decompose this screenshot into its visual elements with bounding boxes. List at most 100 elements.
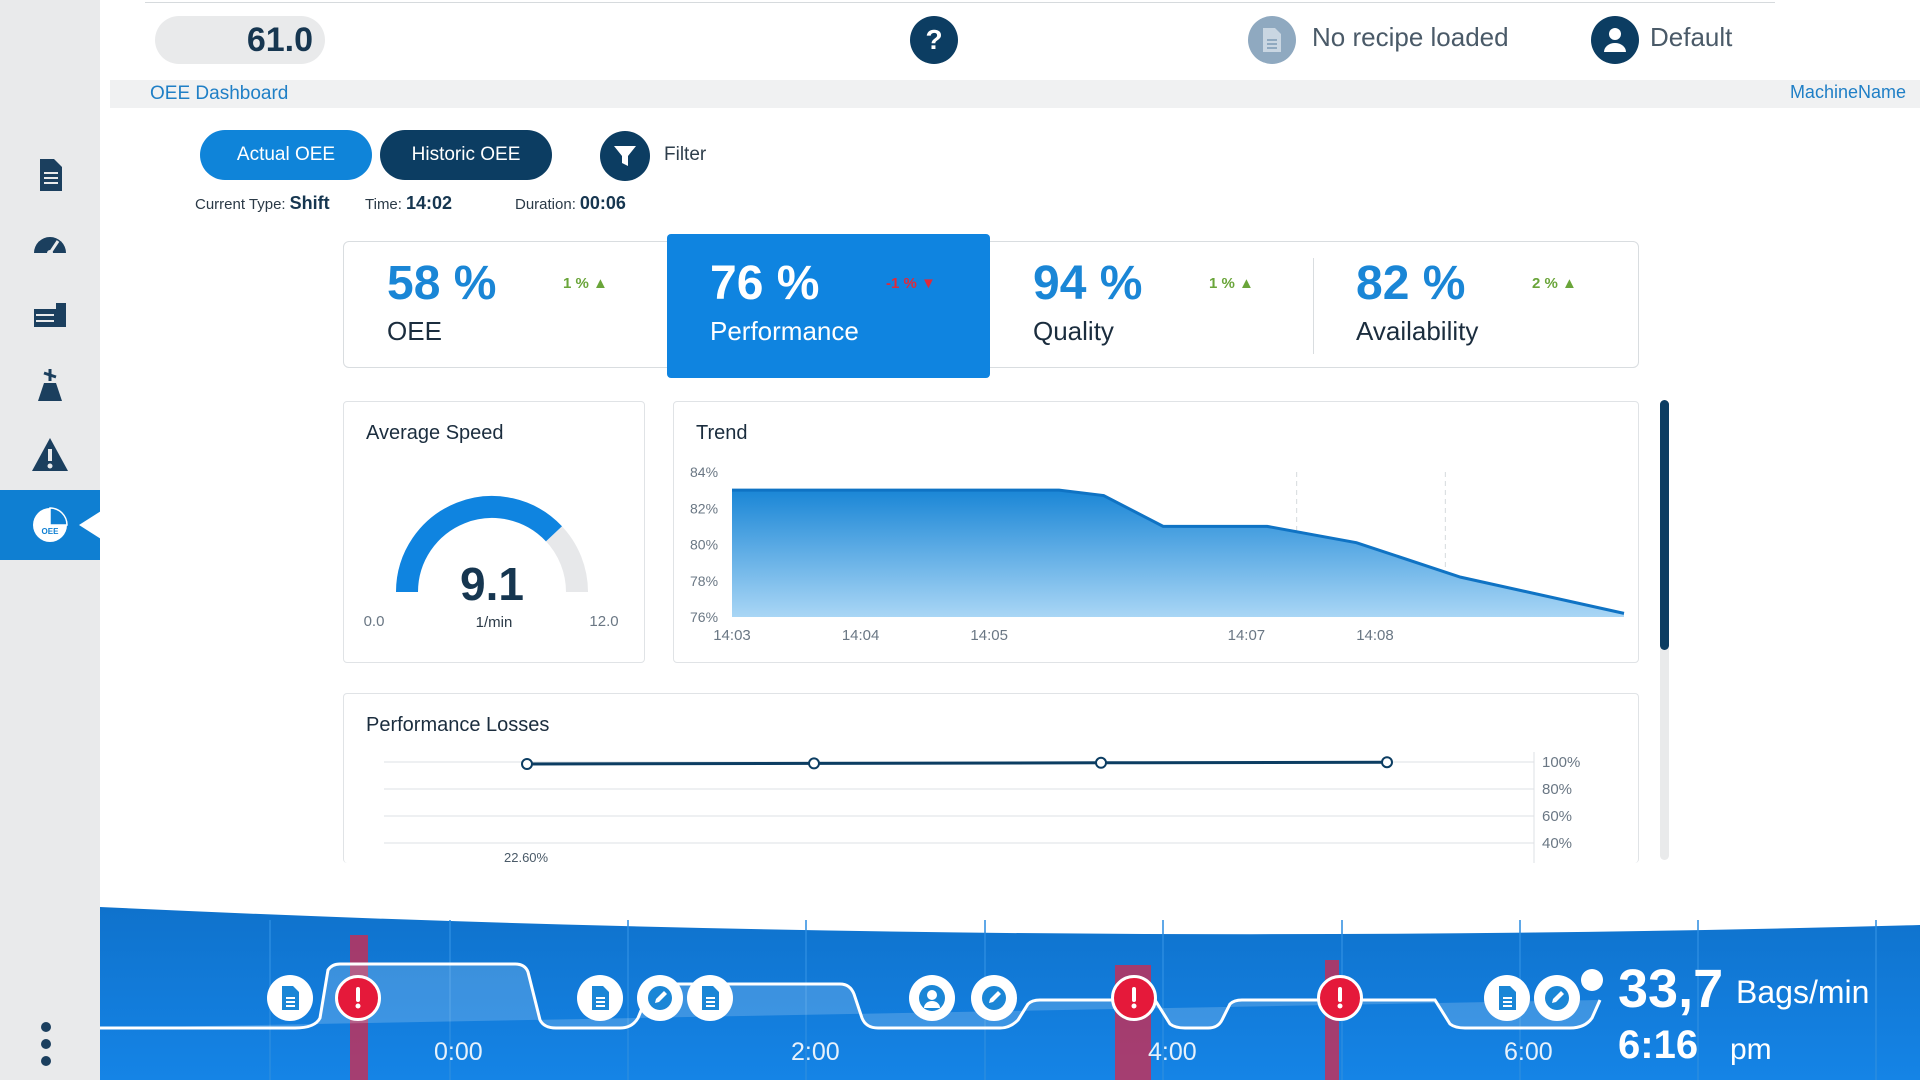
- trend-y-tick: 78%: [690, 573, 718, 589]
- sidebar: OEE: [0, 0, 101, 1080]
- sidebar-item-documents[interactable]: [0, 140, 100, 210]
- sidebar-item-machine[interactable]: [0, 280, 100, 350]
- user-icon[interactable]: [1591, 16, 1639, 64]
- clock-ampm: pm: [1730, 1033, 1772, 1066]
- panel-title: Average Speed: [366, 422, 504, 444]
- actual-oee-button[interactable]: Actual OEE: [200, 130, 372, 180]
- trend-x-tick: 14:08: [1356, 627, 1394, 644]
- panel-title: Performance Losses: [366, 714, 550, 736]
- alert-event-icon[interactable]: [335, 975, 381, 1021]
- losses-point[interactable]: [521, 758, 533, 770]
- recipe-status[interactable]: No recipe loaded: [1312, 22, 1509, 52]
- document-icon: [40, 159, 62, 191]
- gauge-max: 12.0: [589, 613, 618, 630]
- kpi-label: OEE: [387, 316, 442, 346]
- gauge-min: 0.0: [364, 613, 385, 630]
- gauge-unit: 1/min: [476, 614, 513, 631]
- document-event-icon[interactable]: [1484, 975, 1530, 1021]
- page-title: OEE Dashboard: [150, 83, 289, 104]
- kpi-card-availability[interactable]: 82 % Availability 2 % ▲: [1313, 242, 1636, 369]
- duration-label: Duration:: [515, 196, 576, 213]
- trend-y-tick: 84%: [690, 464, 718, 480]
- time-label-2: 4:00: [1148, 1038, 1197, 1066]
- production-rate-value: 33,7: [1618, 959, 1724, 1019]
- trend-chart: 84% 82% 80% 78% 76% 14:03 14:04 14:05 14:07 14:08: [690, 464, 1625, 644]
- average-speed-panel: Average Speed 9.1 1/min 0.0 12.0: [343, 401, 645, 663]
- clock-time: 6:16: [1618, 1023, 1699, 1067]
- losses-y-tick: 40%: [1542, 835, 1572, 852]
- timeline-speed-line: [100, 962, 1602, 1030]
- alert-event-icon[interactable]: [1317, 975, 1363, 1021]
- top-divider: [145, 2, 1775, 3]
- losses-annotation: 22.60%: [504, 850, 549, 863]
- losses-point[interactable]: [808, 757, 820, 770]
- panel-title: Trend: [696, 422, 748, 444]
- recipe-icon[interactable]: [1248, 16, 1296, 64]
- kpi-value: 82 %: [1356, 257, 1466, 310]
- losses-point[interactable]: [1095, 756, 1107, 769]
- kpi-value: 58 %: [387, 257, 497, 310]
- machine-icon: [34, 303, 66, 327]
- duration-value: 00:06: [579, 193, 626, 213]
- warning-icon: [32, 438, 68, 471]
- kpi-delta: 1 % ▲: [1209, 275, 1254, 292]
- scrollbar-thumb[interactable]: [1660, 400, 1669, 650]
- kpi-row: 58 % OEE 1 % ▲ 76 % Performance -1 % ▼ 9…: [343, 234, 1639, 378]
- kpi-delta: 1 % ▲: [563, 275, 608, 292]
- trend-y-tick: 82%: [690, 500, 718, 516]
- trend-up-icon: ▲: [1239, 275, 1254, 292]
- kpi-delta: 2 % ▲: [1532, 275, 1577, 292]
- time-value: 14:02: [405, 193, 452, 213]
- kpi-card-quality[interactable]: 94 % Quality 1 % ▲: [990, 242, 1313, 369]
- edit-event-icon[interactable]: [971, 975, 1017, 1021]
- timeline-now-marker: [1581, 969, 1603, 991]
- kpi-card-performance[interactable]: 76 % Performance -1 % ▼: [667, 234, 990, 378]
- oee-icon-label: OEE: [42, 527, 60, 536]
- kpi-delta-value: -1 %: [886, 275, 917, 292]
- historic-oee-button[interactable]: Historic OEE: [380, 130, 552, 180]
- help-button[interactable]: ?: [910, 16, 958, 64]
- performance-losses-panel: Performance Losses 100% 80% 60% 40% 22.60%: [343, 693, 1639, 863]
- kpi-label: Performance: [710, 316, 859, 346]
- speed-gauge: 9.1 1/min 0.0 12.0: [364, 496, 619, 631]
- performance-losses-chart: 100% 80% 60% 40% 22.60%: [384, 752, 1580, 863]
- document-event-icon[interactable]: [267, 975, 313, 1021]
- trend-x-tick: 14:04: [842, 627, 880, 644]
- losses-y-tick: 80%: [1542, 781, 1572, 798]
- losses-point[interactable]: [1381, 756, 1393, 769]
- user-name[interactable]: Default: [1650, 22, 1733, 52]
- filter-icon[interactable]: [600, 131, 650, 181]
- sidebar-item-oee[interactable]: OEE: [0, 490, 101, 560]
- kpi-divider: [1313, 258, 1314, 354]
- edit-event-icon[interactable]: [637, 975, 683, 1021]
- sidebar-item-alarms[interactable]: [0, 420, 100, 490]
- alert-event-icon[interactable]: [1111, 975, 1157, 1021]
- current-type-label: Current Type:: [195, 196, 286, 213]
- document-event-icon[interactable]: [687, 975, 733, 1021]
- kpi-label: Availability: [1356, 316, 1479, 346]
- sidebar-item-tools[interactable]: [0, 350, 100, 420]
- current-duration: Duration: 00:06: [515, 193, 626, 214]
- kpi-delta: -1 % ▼: [886, 275, 936, 292]
- trend-area: [732, 490, 1624, 617]
- current-type-value: Shift: [289, 193, 330, 213]
- user-event-icon[interactable]: [909, 975, 955, 1021]
- kpi-value: 76 %: [710, 257, 820, 310]
- trend-up-icon: ▲: [1562, 275, 1577, 292]
- kpi-card-oee[interactable]: 58 % OEE 1 % ▲: [344, 242, 667, 369]
- kpi-value: 94 %: [1033, 257, 1143, 310]
- trend-line: [732, 488, 1625, 615]
- filter-label[interactable]: Filter: [664, 144, 707, 165]
- current-type: Current Type: Shift: [195, 193, 330, 214]
- trend-x-tick: 14:05: [970, 627, 1008, 644]
- kpi-delta-value: 2 %: [1532, 275, 1558, 292]
- gauge-icon: [34, 237, 66, 256]
- kpi-label: Quality: [1033, 316, 1114, 346]
- losses-line: [526, 760, 1388, 766]
- more-menu-button[interactable]: [34, 1022, 58, 1066]
- edit-event-icon[interactable]: [1534, 975, 1580, 1021]
- trend-x-tick: 14:07: [1228, 627, 1266, 644]
- time-label-1: 2:00: [791, 1038, 840, 1066]
- sidebar-item-dashboard[interactable]: [0, 210, 100, 280]
- document-event-icon[interactable]: [577, 975, 623, 1021]
